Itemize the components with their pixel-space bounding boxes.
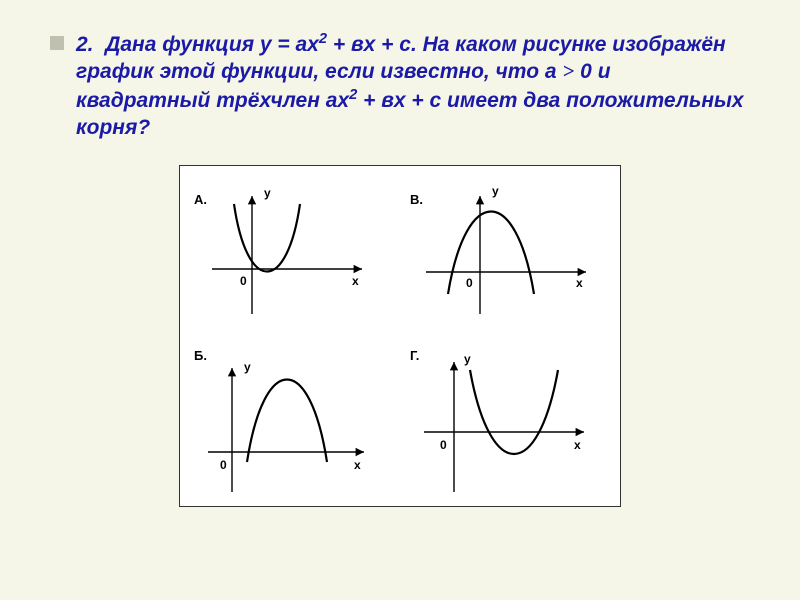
q-sq1: 2 [319, 31, 327, 47]
graphs-panel: А. у х 0 В. у х 0 [179, 165, 621, 507]
svg-G [408, 342, 608, 502]
svg-A [192, 174, 392, 334]
q-l4a: трёхчлен ах [216, 89, 349, 112]
q-l1: Дана функция у = ах [105, 33, 319, 56]
graph-B: Б. у х 0 [192, 342, 392, 502]
question-text: 2. Дана функция у = ах2 + вх + с. На как… [76, 30, 750, 141]
q-prefix: 2. [76, 33, 94, 56]
q-l1b: + вх + с. На каком [327, 33, 517, 56]
svg-V [408, 174, 608, 334]
q-l3a: если известно, что а [325, 60, 562, 83]
svg-B [192, 342, 392, 502]
graph-A: А. у х 0 [192, 174, 392, 334]
q-l4b: + вх + с имеет два [357, 89, 560, 112]
graph-G: Г. у х 0 [408, 342, 608, 502]
question-block: 2. Дана функция у = ах2 + вх + с. На как… [50, 30, 750, 141]
q-gt: > [562, 59, 574, 83]
bullet-square [50, 36, 64, 50]
graph-V: В. у х 0 [408, 174, 608, 334]
slide: 2. Дана функция у = ах2 + вх + с. На как… [0, 0, 800, 527]
